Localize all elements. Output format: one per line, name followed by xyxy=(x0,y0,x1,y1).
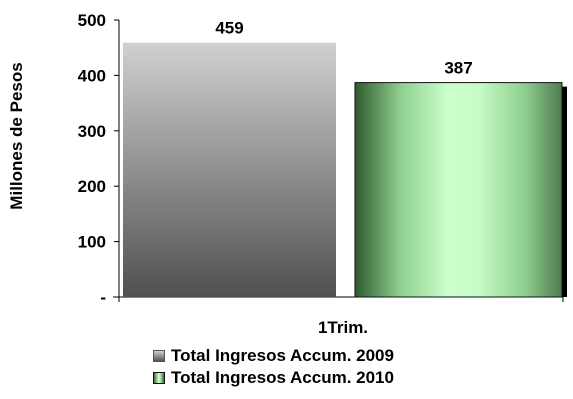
bar-2010 xyxy=(354,82,563,298)
y-tick-label: 300 xyxy=(78,122,106,141)
data-label-2010: 387 xyxy=(444,59,472,78)
legend-label-2009: Total Ingresos Accum. 2009 xyxy=(171,346,394,365)
legend-swatch-2009 xyxy=(153,350,165,362)
legend-item-2010: Total Ingresos Accum. 2010 xyxy=(153,367,394,389)
legend-swatch-2010 xyxy=(153,372,165,384)
y-tick-label: 100 xyxy=(78,233,106,252)
y-tick-label: 500 xyxy=(78,11,106,30)
y-axis-title: Millones de Pesos xyxy=(7,62,26,209)
y-tick-label: 400 xyxy=(78,66,106,85)
legend-label-2010: Total Ingresos Accum. 2010 xyxy=(171,368,394,387)
data-label-2009: 459 xyxy=(215,19,243,38)
legend: Total Ingresos Accum. 2009 Total Ingreso… xyxy=(153,345,394,389)
bar-2009 xyxy=(123,42,336,297)
y-tick-label: - xyxy=(100,288,106,307)
category-label: 1Trim. xyxy=(318,318,368,337)
legend-item-2009: Total Ingresos Accum. 2009 xyxy=(153,345,394,367)
y-tick-label: 200 xyxy=(78,177,106,196)
